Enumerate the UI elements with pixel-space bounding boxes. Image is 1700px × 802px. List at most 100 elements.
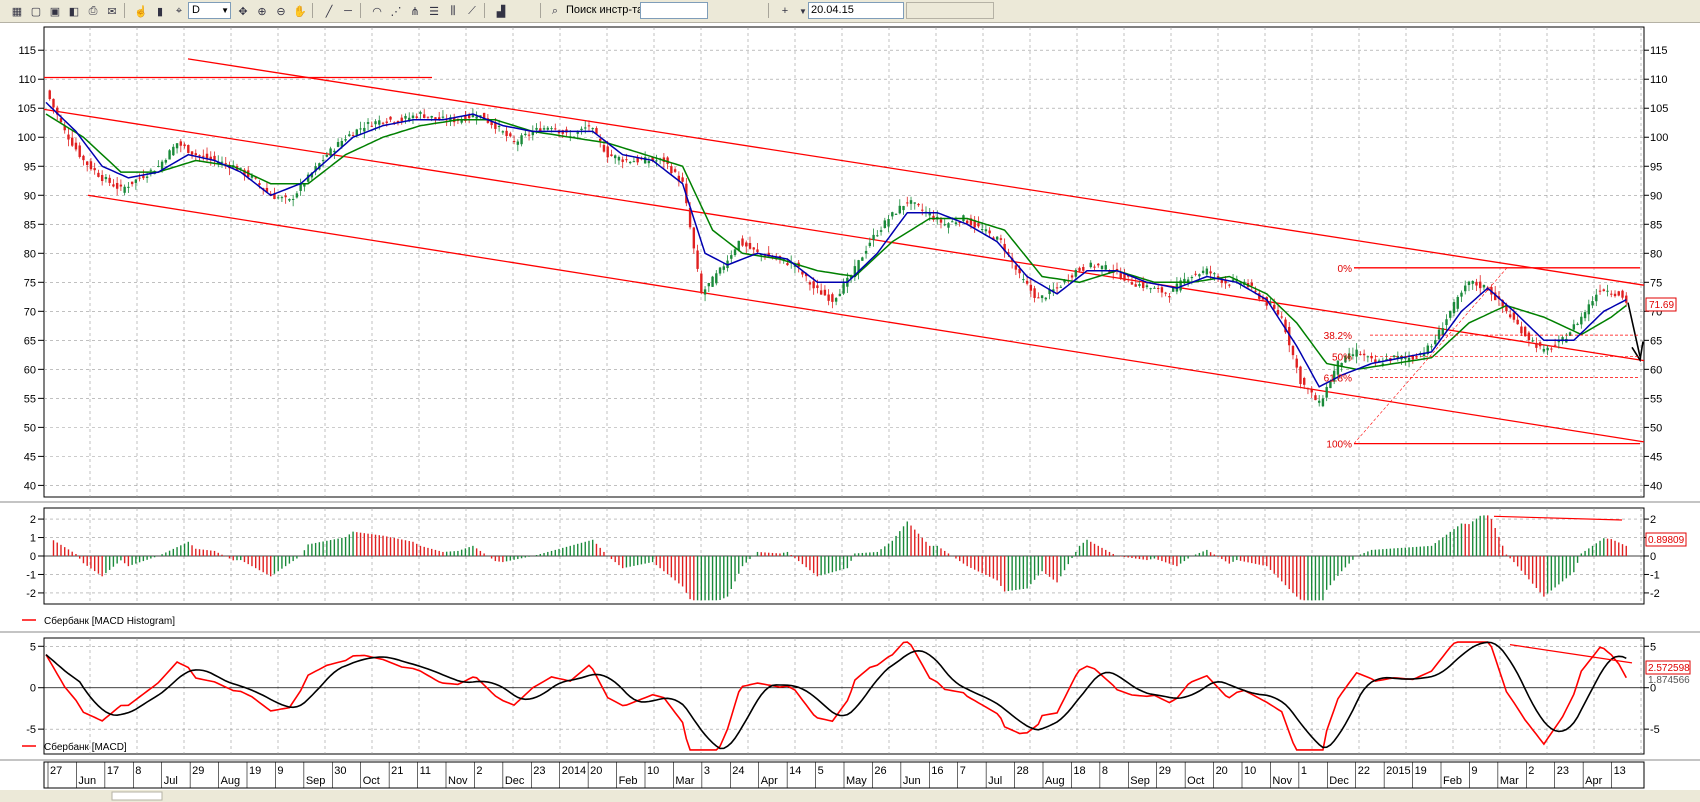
candle-body	[1606, 290, 1609, 292]
candle-body	[205, 153, 209, 159]
y-tick-label-left: 100	[18, 132, 36, 144]
candle-body	[1123, 273, 1126, 281]
candle-body	[142, 175, 145, 179]
channel-icon[interactable]: ⫼	[450, 4, 456, 17]
candle-body	[430, 115, 433, 118]
hand-icon[interactable]: ☝	[134, 5, 148, 18]
candle-body	[194, 153, 197, 156]
scrollbar-thumb[interactable]	[111, 791, 163, 801]
candle-body	[857, 260, 860, 273]
candle-body	[602, 145, 606, 152]
search-icon[interactable]: ⌕	[551, 4, 559, 17]
export-icon[interactable]: ✉	[107, 5, 117, 18]
pitchfork-icon[interactable]: ⋔	[410, 5, 420, 18]
extra-input[interactable]	[906, 2, 994, 19]
candle-body	[490, 121, 493, 126]
save-icon[interactable]: ▣	[49, 5, 61, 18]
macd-legend: Сбербанк [MACD]	[44, 741, 127, 753]
chart-icon[interactable]: ▦	[11, 5, 23, 18]
candle-body	[1037, 297, 1040, 299]
candle-body	[149, 169, 153, 171]
y-tick-label-right: -2	[1650, 588, 1660, 600]
candle-body	[711, 276, 714, 287]
search-input[interactable]	[640, 2, 708, 19]
candle-body	[1074, 270, 1077, 277]
candle-body	[1310, 389, 1313, 393]
candle-body	[1625, 295, 1628, 303]
candle-body	[1033, 288, 1036, 298]
candle-body	[535, 127, 538, 130]
y-tick-label-left: 5	[30, 641, 36, 653]
candle-body	[505, 130, 508, 137]
trendline-icon[interactable]: ⟋	[468, 4, 476, 17]
candle-body	[1003, 243, 1006, 252]
candle-body	[475, 116, 478, 119]
candle-body	[1108, 270, 1111, 273]
candle-body	[673, 169, 677, 172]
candle-body	[677, 175, 681, 182]
y-tick-label-left: 90	[24, 190, 36, 202]
y-tick-label-left: 45	[24, 451, 36, 463]
y-tick-label-right: 80	[1650, 248, 1662, 260]
candle-body	[239, 167, 242, 169]
timeframe-value: D	[192, 4, 200, 16]
fan-icon[interactable]: ⋰	[390, 5, 402, 18]
candle-body	[748, 242, 752, 249]
candle-body	[1587, 304, 1591, 315]
y-tick-label-right: 95	[1650, 161, 1662, 173]
arc-icon[interactable]: ◠	[372, 5, 382, 18]
candle-body	[1546, 347, 1549, 351]
indicators-icon[interactable]: ▟	[496, 5, 506, 18]
hline-icon[interactable]: ─	[344, 5, 352, 17]
crosshair-icon[interactable]: ⌖	[175, 4, 183, 17]
template-icon[interactable]: ◧	[68, 5, 80, 18]
candle-layer	[48, 89, 1628, 408]
y-tick-label-right: -5	[1650, 724, 1660, 736]
candle-body	[819, 290, 823, 295]
date-label: 29	[192, 765, 204, 777]
zoom-in-icon[interactable]: ⊕	[257, 5, 267, 18]
y-tick-label-left: 80	[24, 248, 36, 260]
candle-body	[1452, 302, 1456, 314]
candle-body	[340, 140, 344, 147]
bar-chart-icon[interactable]: ▮	[156, 5, 164, 18]
date-label: 2014	[562, 765, 586, 777]
zoom-out-icon[interactable]: ⊖	[276, 5, 286, 18]
date-label: 9	[1471, 765, 1477, 777]
divergence-line	[1509, 644, 1633, 664]
candle-body	[516, 141, 520, 145]
candle-body	[1355, 349, 1358, 357]
date-label: Feb	[1443, 775, 1462, 787]
move-icon[interactable]: ✥	[238, 5, 248, 18]
candle-body	[1583, 312, 1587, 319]
candle-body	[1493, 292, 1497, 301]
print-icon[interactable]: ⎙	[88, 4, 98, 17]
candle-body	[366, 122, 370, 124]
candle-body	[1194, 273, 1197, 275]
ma-fast-line	[45, 101, 1627, 388]
y-tick-label-left: 95	[24, 161, 36, 173]
candle-body	[100, 174, 104, 182]
candle-body	[1141, 281, 1145, 288]
drawing-layer	[44, 58, 1644, 443]
candle-body	[947, 223, 950, 228]
candle-body	[584, 127, 587, 129]
candle-body	[71, 137, 74, 146]
fib-trend-line	[1353, 267, 1508, 444]
pan-icon[interactable]: ✋	[293, 5, 307, 18]
candle-body	[190, 151, 194, 155]
candle-body	[1052, 289, 1055, 293]
candle-body	[1404, 357, 1407, 359]
candle-body	[1119, 273, 1122, 279]
toolbar-separator	[484, 3, 485, 18]
date-input[interactable]: 20.04.15	[808, 2, 904, 19]
open-icon[interactable]: ▢	[30, 5, 42, 18]
line-icon[interactable]: ╱	[325, 5, 333, 18]
candle-body	[921, 209, 924, 211]
dropdown-icon[interactable]: ▼	[799, 6, 807, 16]
cursor-plus-icon[interactable]: +	[781, 5, 789, 17]
y-tick-label-right: 45	[1650, 451, 1662, 463]
fib-icon[interactable]: ☰	[429, 5, 439, 18]
timeframe-select[interactable]: D ▼	[188, 2, 231, 19]
